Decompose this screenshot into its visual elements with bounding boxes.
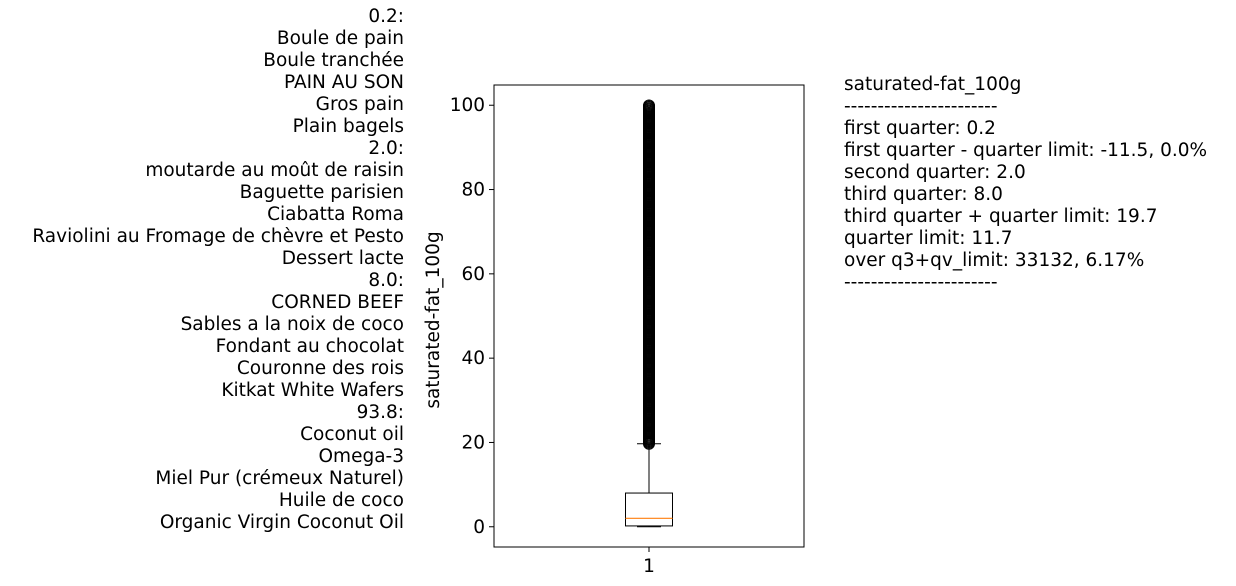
y-axis-label: saturated-fat_100g	[423, 231, 444, 408]
x-tick-label: 1	[643, 556, 655, 577]
left-label-list: 0.2: Boule de pain Boule tranchée PAIN AU S…	[0, 6, 404, 534]
stats-panel: saturated-fat_100g ----------------------…	[844, 74, 1207, 294]
left-label-line: CORNED BEEF	[271, 292, 404, 313]
stats-line: over q3+qv_limit: 33132, 6.17%	[844, 250, 1145, 271]
left-label-line: Omega-3	[318, 446, 405, 467]
left-label-line: Miel Pur (crémeux Naturel)	[155, 468, 404, 489]
box	[625, 492, 673, 527]
stats-line: saturated-fat_100g	[844, 74, 1022, 95]
left-label-line: Huile de coco	[278, 490, 404, 511]
left-label-line: Coconut oil	[300, 424, 404, 445]
stats-line: first quarter - quarter limit: -11.5, 0.…	[844, 140, 1208, 161]
left-label-line: moutarde au moût de raisin	[145, 160, 404, 181]
stats-line: first quarter: 0.2	[844, 118, 996, 139]
left-label-line: 93.8:	[356, 402, 404, 423]
left-label-line: Baguette parisien	[239, 182, 404, 203]
left-label-line: 2.0:	[368, 138, 404, 159]
y-tick-label: 20	[461, 432, 485, 453]
plot-area: 0 20 40 60 80 100 1	[450, 84, 805, 577]
left-label-line: Dessert lacte	[281, 248, 404, 269]
left-label-line: Boule de pain	[276, 28, 404, 49]
left-label-line: Gros pain	[315, 94, 404, 115]
left-label-line: Sables a la noix de coco	[180, 314, 404, 335]
stats-line: -----------------------	[844, 96, 998, 117]
y-tick-label: 0	[473, 517, 485, 538]
left-label-line: Fondant au chocolat	[215, 336, 404, 357]
stats-line: -----------------------	[844, 272, 998, 293]
left-label-line: Ciabatta Roma	[267, 204, 404, 225]
stats-line: third quarter: 8.0	[844, 184, 1003, 205]
left-label-line: Couronne des rois	[236, 358, 404, 379]
outlier-point	[643, 99, 655, 112]
stats-line: quarter limit: 11.7	[844, 228, 1013, 249]
left-label-line: 8.0:	[368, 270, 404, 291]
left-label-line: Organic Virgin Coconut Oil	[159, 512, 404, 533]
y-tick-label: 60	[461, 264, 485, 285]
left-label-line: PAIN AU SON	[283, 72, 404, 93]
left-label-line: Raviolini au Fromage de chèvre et Pesto	[32, 226, 404, 247]
left-label-line: 0.2:	[368, 6, 404, 27]
y-tick-label: 100	[450, 95, 485, 116]
left-label-line: Plain bagels	[292, 116, 404, 137]
stats-line: second quarter: 2.0	[844, 162, 1026, 183]
y-tick-label: 40	[461, 348, 485, 369]
left-label-line: Kitkat White Wafers	[221, 380, 404, 401]
stats-line: third quarter + quarter limit: 19.7	[844, 206, 1158, 227]
y-tick-label: 80	[461, 180, 485, 201]
left-label-line: Boule tranchée	[263, 50, 404, 71]
